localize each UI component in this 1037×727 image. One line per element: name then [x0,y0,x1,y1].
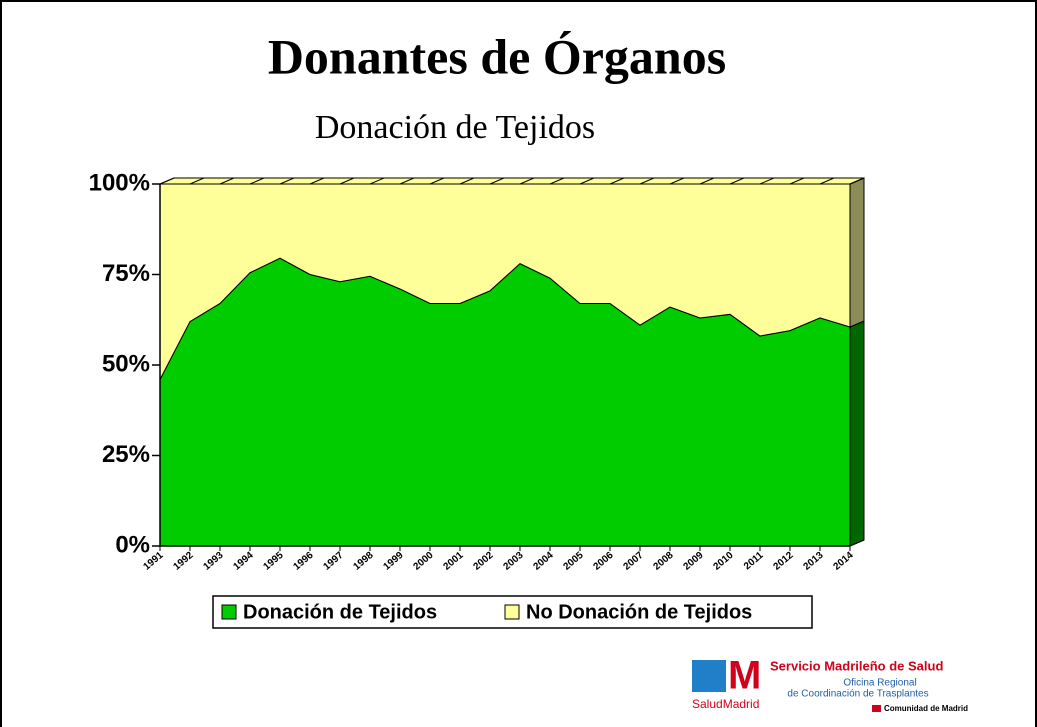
depth-line [819,177,835,185]
x-tick-label: 2008 [652,550,676,573]
y-tick-label: 25% [102,441,150,468]
legend-label: Donación de Tejidos [243,601,437,623]
chart-title: Donantes de Órganos [268,28,726,84]
x-tick-label: 1995 [262,550,286,573]
depth-line [549,177,565,185]
logo-office: Oficina Regional [843,678,916,689]
x-tick-label: 2001 [442,550,466,573]
x-tick-label: 1999 [382,550,406,573]
depth-line [579,177,595,185]
legend-label: No Donación de Tejidos [526,601,752,623]
depth-line [609,177,625,185]
depth-line [369,177,385,185]
depth-line [699,177,715,185]
x-axis-depth [849,539,865,547]
logo-m: M [728,654,761,698]
logo-name: Servicio Madrileño de Salud [770,658,943,673]
x-tick-label: 1996 [292,550,316,573]
depth-line [489,177,505,185]
x-tick-label: 1998 [352,550,376,573]
x-tick-label: 2005 [562,550,586,573]
depth-line [159,177,175,185]
x-tick-label: 2000 [412,550,436,573]
depth-line [249,177,265,185]
x-tick-label: 2009 [682,550,706,573]
area-side [849,320,865,547]
depth-line [519,177,535,185]
logo: M SaludMadrid Servicio Madrileño de Salu… [692,654,968,713]
x-tick-label: 2003 [502,550,526,573]
y-tick-label: 100% [89,169,150,196]
y-tick-label: 50% [102,350,150,377]
x-tick-label: 2014 [832,550,856,573]
logo-cross [692,660,726,692]
logo-flag [872,705,881,712]
x-tick-label: 2011 [742,550,766,573]
area-top [159,177,865,185]
x-tick-label: 2007 [622,550,646,573]
x-tick-label: 2012 [772,550,796,573]
y-tick-label: 0% [115,531,150,558]
depth-line [789,177,805,185]
logo-brand: SaludMadrid [692,697,759,711]
logo-office: de Coordinación de Trasplantes [787,689,928,700]
x-tick-label: 1993 [202,550,226,573]
y-tick-label: 75% [102,260,150,287]
logo-community: Comunidad de Madrid [884,704,968,713]
x-tick-label: 1994 [232,550,256,573]
x-tick-label: 1997 [322,550,346,573]
depth-line [729,177,745,185]
chart-subtitle: Donación de Tejidos [315,109,595,146]
legend-swatch [504,604,520,620]
depth-line [309,177,325,185]
x-tick-label: 2006 [592,550,616,573]
depth-line [669,177,685,185]
depth-line [849,177,865,185]
depth-line [339,177,355,185]
depth-line [189,177,205,185]
x-tick-label: 2002 [472,550,496,573]
depth-line [459,177,475,185]
x-tick-label: 2013 [802,550,826,573]
depth-line [429,177,445,185]
x-tick-label: 2004 [532,550,556,573]
depth-line [639,177,655,185]
x-tick-label: 2010 [712,550,736,573]
depth-line [759,177,775,185]
legend-swatch [221,604,237,620]
depth-line [279,177,295,185]
x-tick-label: 1992 [172,550,196,573]
depth-line [399,177,415,185]
area-side [849,177,865,328]
depth-line [219,177,235,185]
